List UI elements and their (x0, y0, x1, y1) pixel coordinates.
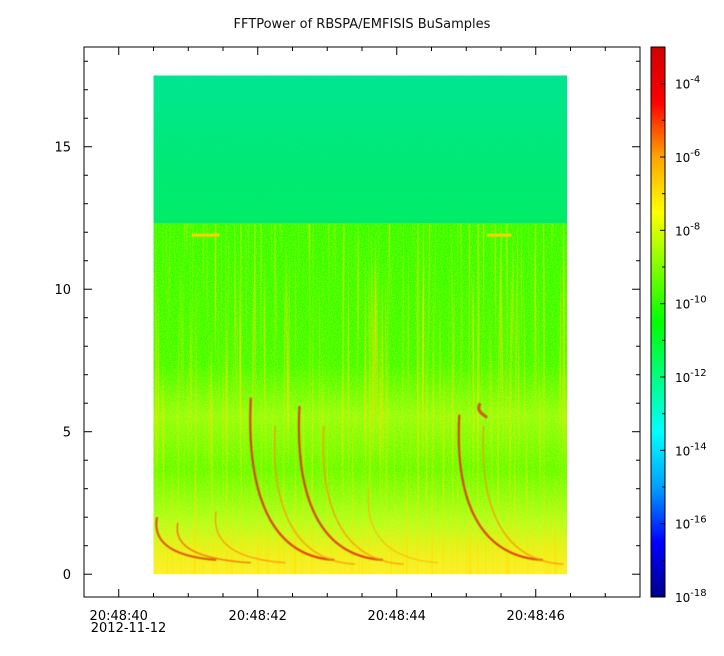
y-tick-label: 10 (54, 283, 71, 298)
chorus-curve (155, 517, 217, 561)
high-band-noise (153, 75, 568, 224)
chorus-curve (249, 397, 335, 562)
colorbar: 10-4 10-6 10-8 10-10 10-12 10-14 10-16 10-18 (650, 46, 707, 605)
y-axis: 0 5 10 15 (54, 60, 640, 583)
spectrogram-image (153, 75, 568, 575)
chorus-curve (297, 406, 383, 562)
colorbar-tick-label: 10-6 (675, 148, 700, 165)
chorus-curve (477, 402, 488, 419)
colorbar-tick-label: 10-10 (675, 295, 707, 312)
chorus-elements (155, 397, 564, 566)
colorbar-tick-label: 10-12 (675, 368, 707, 385)
chorus-curve (214, 511, 286, 564)
colorbar-tick-label: 10-14 (675, 441, 707, 458)
x-tick-label: 20:48:42 (229, 609, 287, 624)
chorus-curve (322, 425, 404, 566)
colorbar-tick-label: 10-8 (675, 221, 700, 238)
chorus-curve (457, 414, 543, 562)
colorbar-bar (650, 46, 666, 598)
chorus-curve (482, 425, 564, 566)
x-tick-label: 20:48:40 (90, 609, 148, 624)
chorus-curve (273, 425, 356, 566)
x-tick-label: 20:48:44 (368, 609, 426, 624)
colorbar-tick-label: 10-4 (675, 75, 700, 92)
y-tick-label: 0 (63, 568, 71, 583)
colorbar-tick-label: 10-16 (675, 515, 707, 532)
y-tick-label: 5 (63, 426, 71, 441)
vertical-streaks (153, 223, 568, 575)
chart-title: FFTPower of RBSPA/EMFISIS BuSamples (233, 17, 491, 32)
x-tick-sublabel: 2012-11-12 (91, 621, 167, 636)
chorus-curve (176, 522, 251, 564)
x-tick-label: 20:48:46 (507, 609, 565, 624)
colorbar-tick-label: 10-18 (675, 588, 707, 605)
chorus-curve (367, 488, 439, 564)
y-tick-label: 15 (54, 141, 71, 156)
